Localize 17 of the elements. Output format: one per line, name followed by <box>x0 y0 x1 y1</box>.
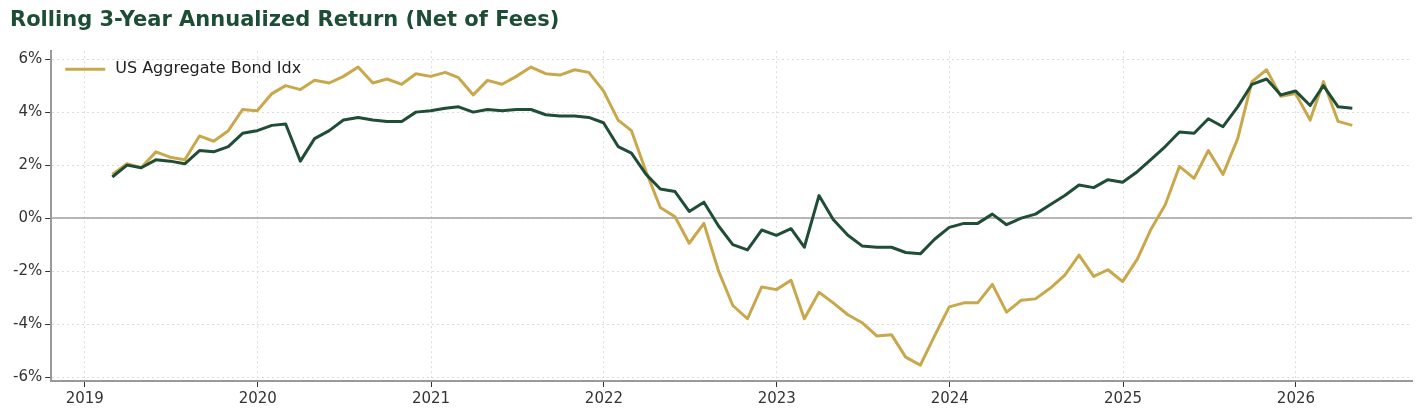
x-tick-label: 2024 <box>930 388 969 407</box>
chart-title: Rolling 3-Year Annualized Return (Net of Fees) <box>10 7 560 32</box>
x-tick-label: 2026 <box>1276 388 1316 407</box>
y-tick-label: -2% <box>12 260 43 279</box>
y-tick-label: 4% <box>18 102 43 121</box>
y-tick-label: -6% <box>12 366 43 385</box>
x-tick-label: 2022 <box>584 388 624 407</box>
x-tick-label: 2025 <box>1103 388 1143 407</box>
y-tick-label: -4% <box>12 313 43 332</box>
y-tick-label: 2% <box>18 155 43 173</box>
x-tick-label: 2020 <box>238 388 277 407</box>
x-tick-label: 2019 <box>65 388 104 407</box>
legend-label: US Aggregate Bond Idx <box>115 58 302 78</box>
x-tick-label: 2023 <box>757 388 796 407</box>
y-tick-label: 0% <box>18 207 43 226</box>
x-tick-label: 2021 <box>411 388 451 407</box>
y-tick-label: 6% <box>18 49 43 68</box>
